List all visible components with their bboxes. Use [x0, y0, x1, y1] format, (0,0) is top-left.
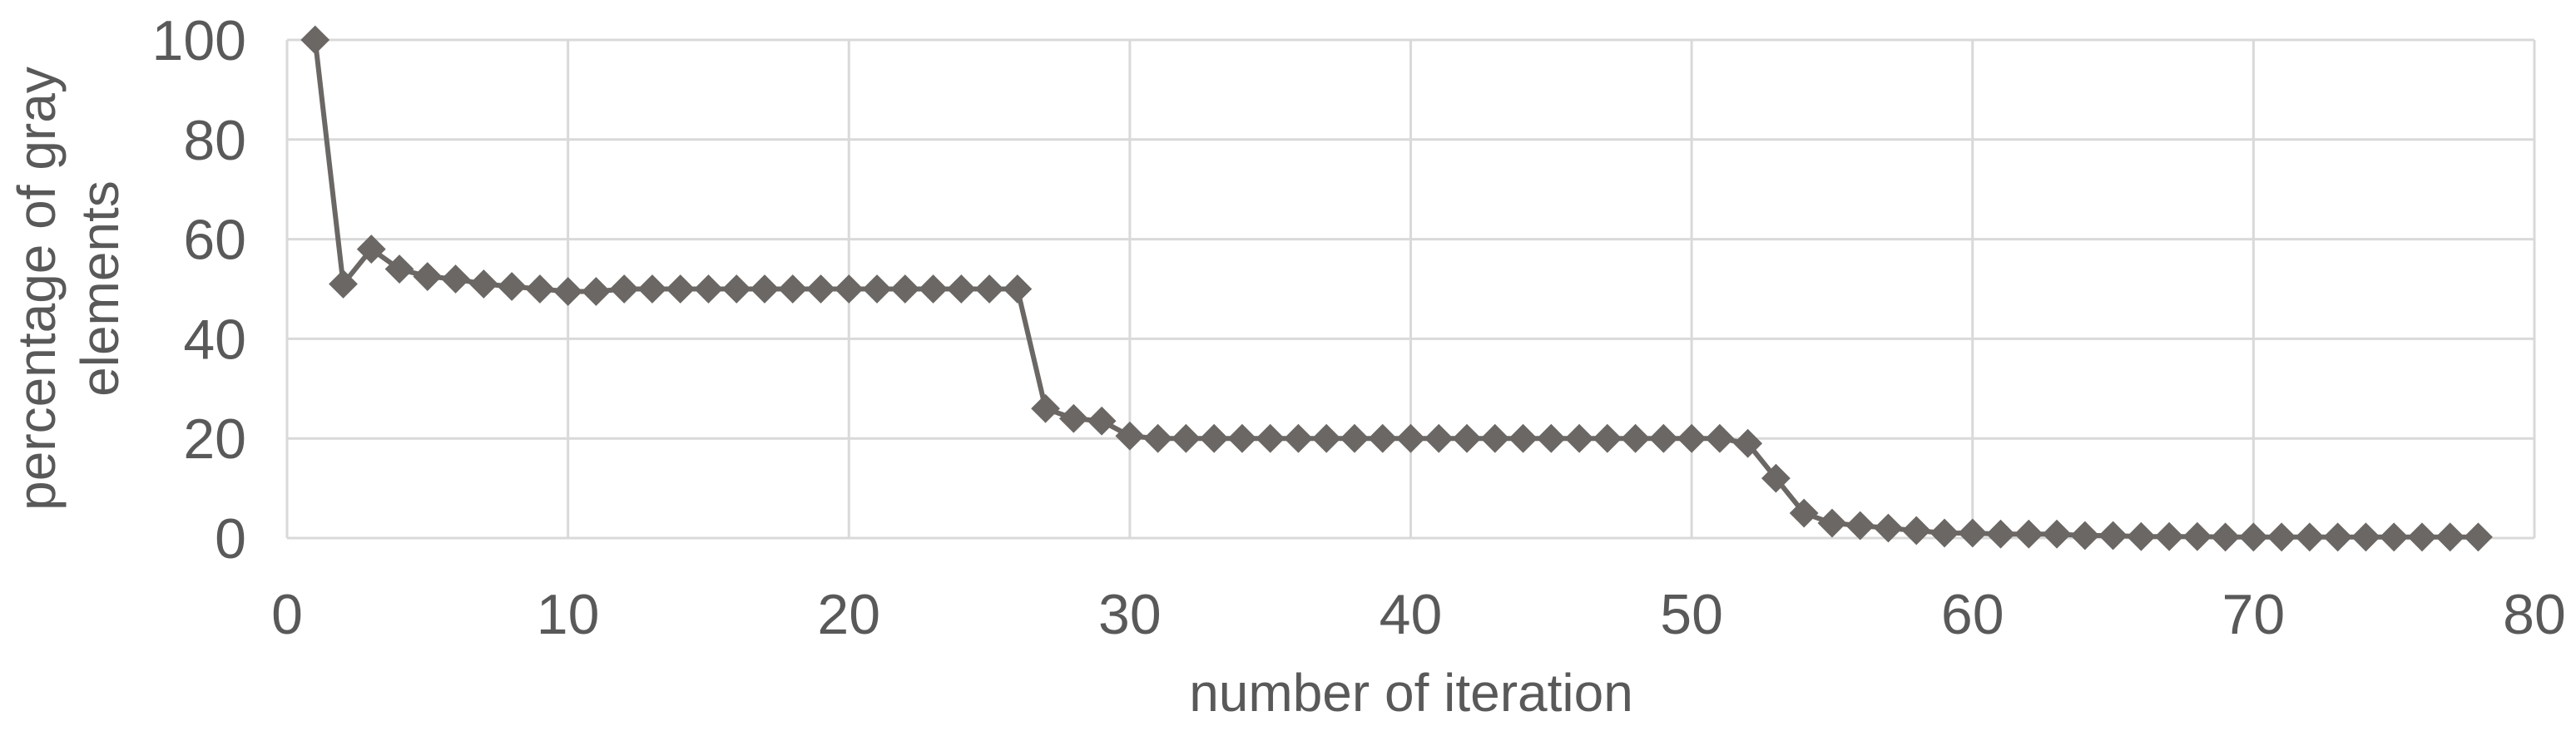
- data-point-marker: [1901, 516, 1931, 546]
- y-tick-label: 60: [183, 209, 246, 272]
- y-tick-label: 20: [183, 407, 246, 471]
- data-point-marker: [1368, 423, 1398, 453]
- data-point-marker: [581, 277, 611, 306]
- data-point-marker: [1564, 423, 1594, 453]
- data-point-marker: [2435, 522, 2465, 552]
- data-point-marker: [525, 274, 555, 304]
- data-point-marker: [1452, 423, 1482, 453]
- data-point-marker: [356, 235, 386, 264]
- data-point-marker: [666, 274, 696, 304]
- data-point-marker: [1227, 423, 1257, 453]
- x-tick-label: 80: [2503, 583, 2566, 646]
- data-point-marker: [1508, 423, 1538, 453]
- data-point-marker: [1340, 423, 1370, 453]
- data-point-marker: [1031, 393, 1061, 423]
- data-point-marker: [497, 272, 527, 301]
- data-point-marker: [1087, 406, 1117, 436]
- x-tick-label: 40: [1380, 583, 1443, 646]
- data-point-marker: [468, 269, 498, 299]
- x-tick-label: 50: [1660, 583, 1723, 646]
- data-point-marker: [2464, 522, 2493, 552]
- data-point-marker: [1986, 519, 2015, 549]
- data-point-marker: [834, 274, 864, 304]
- data-point-marker: [1621, 423, 1651, 453]
- data-point-marker: [2182, 521, 2212, 551]
- data-point-marker: [329, 269, 358, 299]
- data-point-marker: [2407, 522, 2437, 552]
- data-point-marker: [1143, 423, 1173, 453]
- data-point-marker: [1396, 423, 1425, 453]
- data-point-marker: [384, 254, 414, 284]
- data-point-marker: [2266, 522, 2296, 552]
- x-axis-title: number of iteration: [1189, 663, 1633, 723]
- data-point-marker: [2351, 522, 2380, 552]
- y-axis-title: percentage of gray elements: [5, 67, 131, 511]
- data-point-marker: [637, 274, 667, 304]
- data-point-marker: [1003, 274, 1033, 304]
- data-point-marker: [1536, 423, 1566, 453]
- data-point-marker: [1761, 463, 1791, 493]
- data-point-marker: [974, 274, 1004, 304]
- data-point-marker: [1424, 423, 1454, 453]
- data-point-marker: [2323, 522, 2353, 552]
- x-tick-label: 30: [1098, 583, 1162, 646]
- data-point-marker: [1284, 423, 1313, 453]
- data-point-marker: [2126, 521, 2156, 551]
- data-point-marker: [2379, 522, 2409, 552]
- data-point-marker: [609, 274, 639, 304]
- x-tick-label: 0: [271, 583, 303, 646]
- data-point-marker: [2098, 521, 2128, 551]
- data-point-marker: [694, 274, 723, 304]
- x-tick-label: 60: [1941, 583, 2004, 646]
- data-point-marker: [413, 262, 443, 291]
- data-point-marker: [1789, 498, 1819, 528]
- data-point-marker: [862, 274, 892, 304]
- data-point-marker: [2070, 521, 2100, 551]
- y-axis-title-line1: percentage of gray: [7, 67, 67, 511]
- y-tick-label: 40: [183, 308, 246, 371]
- data-point-marker: [1171, 423, 1201, 453]
- data-point-marker: [2154, 521, 2184, 551]
- data-point-marker: [806, 274, 835, 304]
- y-tick-label: 0: [215, 507, 246, 570]
- data-point-marker: [1115, 421, 1145, 451]
- data-point-marker: [778, 274, 808, 304]
- data-point-marker: [1733, 428, 1763, 458]
- x-tick-label: 20: [817, 583, 880, 646]
- data-point-marker: [1677, 423, 1707, 453]
- data-point-marker: [919, 274, 948, 304]
- data-point-marker: [441, 264, 470, 294]
- data-point-marker: [2211, 522, 2241, 552]
- data-point-marker: [1593, 423, 1622, 453]
- y-axis-title-line2: elements: [70, 180, 130, 397]
- data-point-marker: [2042, 519, 2072, 549]
- y-tick-label: 100: [152, 9, 246, 72]
- data-point-marker: [300, 25, 330, 55]
- y-tick-label: 80: [183, 109, 246, 172]
- data-point-marker: [1845, 511, 1875, 541]
- data-point-marker: [2014, 519, 2043, 549]
- data-point-marker: [1705, 423, 1735, 453]
- data-point-marker: [1958, 518, 1988, 548]
- data-point-marker: [1874, 513, 1903, 543]
- x-tick-label: 70: [2222, 583, 2286, 646]
- data-point-marker: [1256, 423, 1286, 453]
- data-point-marker: [1648, 423, 1678, 453]
- data-point-marker: [1199, 423, 1229, 453]
- data-point-marker: [1480, 423, 1510, 453]
- data-point-marker: [890, 274, 920, 304]
- data-point-marker: [553, 277, 583, 306]
- data-point-marker: [1058, 403, 1088, 433]
- data-point-marker: [2295, 522, 2325, 552]
- data-point-marker: [2238, 522, 2268, 552]
- data-point-marker: [1930, 518, 1959, 548]
- data-point-marker: [1817, 508, 1847, 538]
- data-point-marker: [721, 274, 751, 304]
- data-point-marker: [1311, 423, 1341, 453]
- data-point-marker: [750, 274, 780, 304]
- x-tick-label: 10: [537, 583, 600, 646]
- data-point-marker: [946, 274, 976, 304]
